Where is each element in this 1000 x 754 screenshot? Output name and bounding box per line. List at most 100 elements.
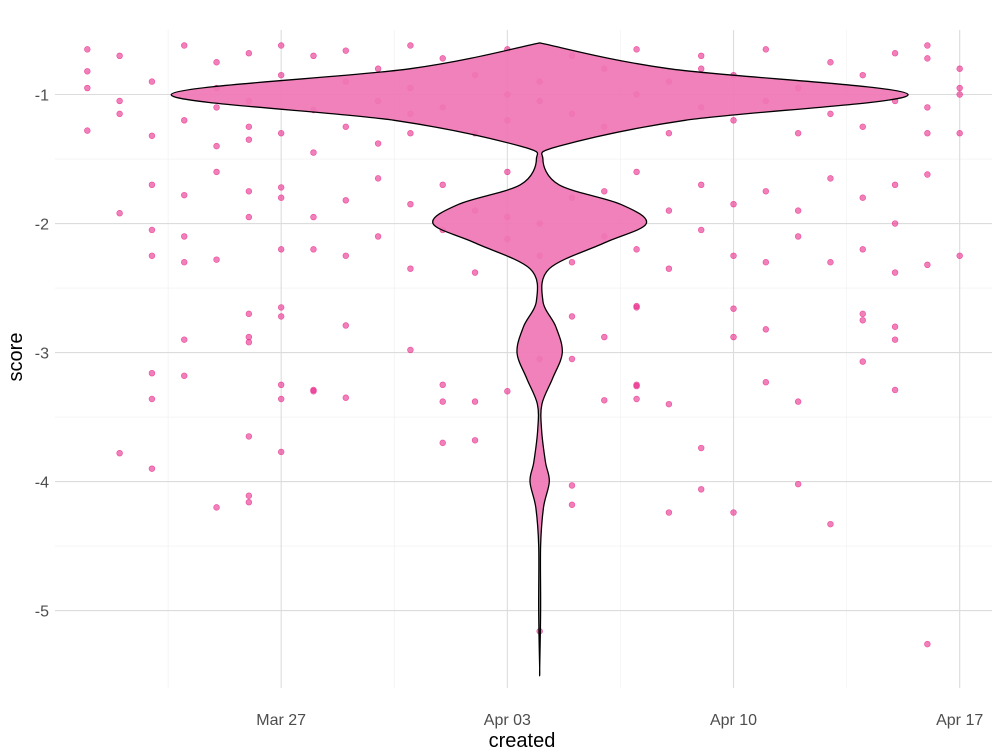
data-point — [601, 397, 608, 404]
data-point — [213, 256, 220, 263]
data-point — [698, 52, 705, 60]
data-point — [601, 188, 608, 195]
data-point — [245, 213, 253, 221]
data-point — [924, 261, 931, 269]
data-point — [794, 130, 802, 137]
data-point — [924, 42, 931, 49]
data-point — [277, 130, 285, 137]
y-tick-label: -2 — [35, 217, 49, 234]
grid — [55, 30, 992, 688]
data-point — [859, 194, 866, 201]
data-point — [84, 127, 91, 134]
data-point — [181, 233, 188, 240]
data-point — [891, 323, 899, 330]
data-point — [762, 259, 770, 266]
data-point — [148, 369, 156, 377]
data-point — [924, 55, 931, 62]
data-point — [859, 310, 866, 318]
data-point — [762, 188, 770, 195]
data-point — [245, 499, 253, 506]
data-point — [924, 104, 931, 111]
data-point — [277, 304, 285, 311]
data-point — [342, 197, 349, 204]
data-point — [148, 181, 156, 189]
data-point — [698, 181, 705, 189]
data-point — [891, 220, 899, 227]
data-point — [633, 246, 640, 253]
data-point — [859, 123, 866, 130]
data-point — [277, 395, 285, 403]
data-point — [698, 486, 705, 493]
data-point — [956, 252, 963, 259]
x-tick-label: Apr 10 — [710, 712, 757, 729]
data-point — [762, 326, 770, 333]
data-point — [859, 246, 866, 253]
data-point — [827, 59, 834, 66]
data-point — [794, 207, 802, 214]
data-point — [213, 142, 220, 150]
x-axis-title: created — [489, 730, 556, 752]
data-point — [148, 465, 156, 472]
data-point — [310, 386, 317, 394]
data-point — [374, 233, 382, 240]
data-point — [794, 480, 802, 488]
data-point — [277, 194, 285, 201]
data-point — [342, 123, 349, 130]
data-point — [84, 68, 91, 75]
data-point — [310, 149, 317, 156]
data-point — [568, 482, 576, 489]
data-point — [827, 259, 834, 266]
data-point — [245, 50, 253, 57]
data-point — [859, 317, 866, 324]
data-point — [148, 395, 156, 403]
data-point — [827, 175, 834, 182]
data-point — [504, 388, 511, 395]
y-axis-ticks: -1 -2 -3 -4 -5 — [35, 88, 49, 621]
data-point — [181, 372, 188, 379]
data-point — [504, 168, 511, 176]
data-point — [633, 302, 640, 310]
data-point — [245, 188, 253, 195]
data-point — [730, 509, 737, 516]
data-point — [148, 226, 156, 234]
data-point — [277, 184, 285, 191]
data-point — [116, 210, 123, 217]
data-point — [407, 265, 414, 272]
y-tick-label: -1 — [35, 88, 49, 105]
data-point — [633, 381, 640, 389]
violin-shape — [170, 42, 909, 677]
data-point — [924, 171, 931, 178]
data-point — [794, 233, 802, 240]
data-point — [277, 71, 285, 79]
data-point — [827, 520, 834, 528]
data-point — [633, 168, 640, 176]
x-axis-ticks: Mar 27 Apr 03 Apr 10 Apr 17 — [256, 712, 983, 729]
data-point — [439, 398, 446, 405]
data-point — [116, 449, 123, 457]
data-point — [116, 97, 123, 105]
violin-layer — [170, 42, 909, 677]
data-point — [277, 381, 285, 389]
data-point — [762, 46, 770, 53]
data-point — [601, 333, 608, 341]
data-point — [471, 437, 479, 444]
data-point — [568, 313, 576, 320]
data-point — [310, 213, 317, 221]
data-point — [310, 246, 317, 253]
data-point — [277, 42, 285, 49]
data-point — [84, 46, 91, 53]
data-point — [277, 313, 285, 320]
data-point — [407, 42, 414, 49]
data-point — [956, 91, 963, 98]
y-tick-label: -3 — [35, 346, 49, 363]
data-point — [730, 252, 737, 259]
data-point — [407, 346, 414, 354]
data-point — [213, 104, 220, 111]
data-point — [891, 50, 899, 57]
data-point — [245, 492, 253, 499]
y-tick-label: -4 — [35, 475, 49, 492]
data-point — [568, 355, 576, 363]
data-point — [891, 181, 899, 189]
data-point — [859, 358, 866, 365]
data-point — [698, 444, 705, 452]
